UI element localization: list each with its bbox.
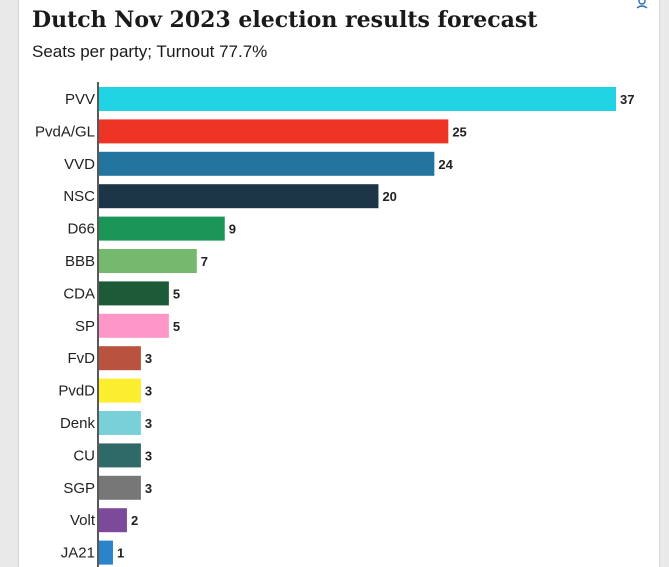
category-label: PvdA/GL: [35, 123, 95, 140]
bar: [99, 184, 379, 209]
bar: [99, 216, 225, 241]
bar: [99, 443, 141, 468]
category-label: PVV: [65, 91, 95, 108]
category-label: VVD: [64, 156, 95, 173]
value-label: 37: [620, 92, 634, 107]
category-label: Denk: [60, 415, 96, 432]
bar: [99, 119, 449, 144]
bar: [99, 87, 616, 111]
chart-subtitle: Seats per party; Turnout 77.7%: [32, 42, 268, 61]
value-label: 2: [131, 513, 138, 528]
category-label: JA21: [61, 545, 95, 562]
value-label: 25: [452, 124, 466, 139]
category-label: CU: [73, 447, 95, 464]
value-label: 1: [117, 546, 124, 561]
bar: [99, 378, 141, 403]
category-label: FvD: [68, 350, 96, 367]
chart-card: Dutch Nov 2023 election results forecast…: [18, 0, 660, 567]
category-label: D66: [67, 221, 95, 238]
bar-chart: PVV 37 PvdA/GL 25 VVD 24 NSC 20 D66 9 BBB 7 CDA 5 SP 5 F…: [35, 82, 634, 567]
bars-layer: PVV 37 PvdA/GL 25 VVD 24 NSC 20 D66 9 BBB 7 CDA 5 SP 5 F…: [35, 87, 634, 565]
category-label: SP: [75, 318, 95, 335]
bar: [99, 540, 113, 565]
value-label: 5: [173, 286, 180, 301]
share-icon-glyph: [636, 0, 648, 9]
category-label: SGP: [63, 480, 95, 497]
category-label: Volt: [70, 512, 96, 529]
chart-title: Dutch Nov 2023 election results forecast: [32, 7, 538, 33]
value-label: 3: [145, 384, 152, 399]
category-label: BBB: [65, 253, 95, 270]
bar: [99, 346, 141, 371]
bar: [99, 249, 197, 273]
bar: [99, 313, 169, 338]
bar: [99, 508, 127, 533]
value-label: 3: [145, 351, 152, 366]
value-label: 9: [229, 222, 236, 237]
value-label: 3: [145, 448, 152, 463]
bar: [99, 475, 141, 500]
value-label: 5: [173, 319, 180, 334]
value-label: 3: [145, 416, 152, 431]
value-label: 20: [382, 189, 396, 204]
category-label: CDA: [63, 285, 95, 302]
value-label: 3: [145, 481, 152, 496]
category-label: NSC: [63, 188, 95, 205]
value-label: 7: [201, 254, 208, 269]
bar: [99, 151, 435, 176]
category-label: PvdD: [58, 383, 95, 400]
share-icon[interactable]: [631, 0, 653, 14]
bar: [99, 281, 169, 306]
bar: [99, 411, 141, 435]
value-label: 24: [438, 157, 453, 172]
